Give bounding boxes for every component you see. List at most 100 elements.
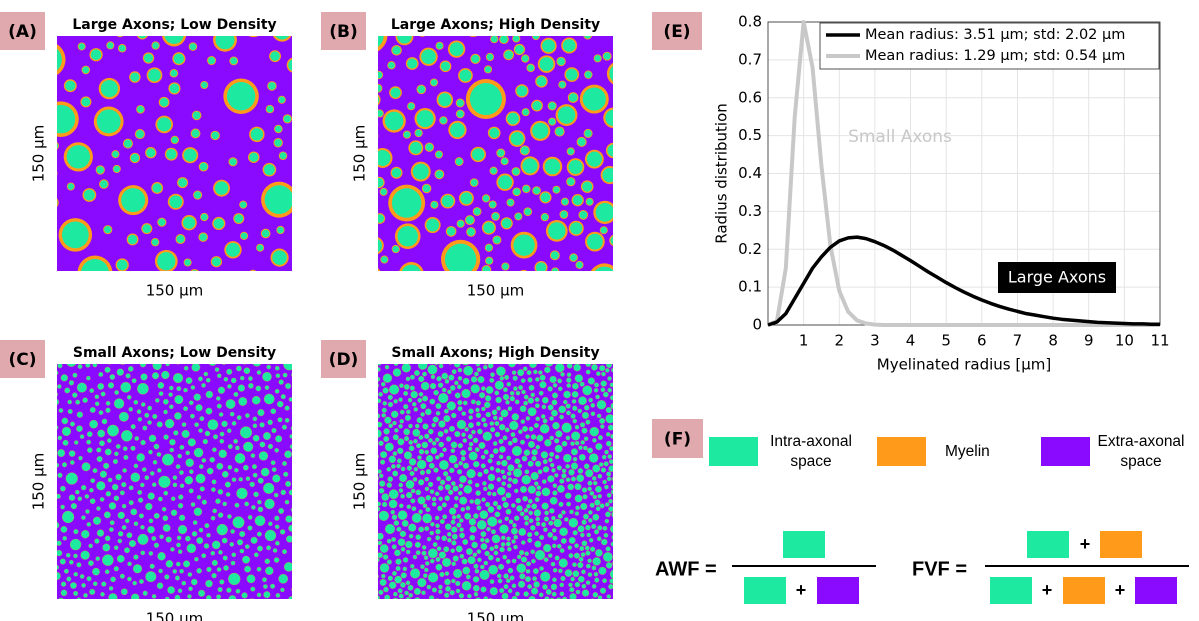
axon [414, 370, 420, 376]
axon [104, 569, 110, 575]
axon [553, 186, 560, 193]
axon [506, 536, 511, 541]
axon [214, 181, 229, 195]
axon [376, 605, 381, 610]
axon [277, 226, 284, 234]
axon [425, 455, 434, 463]
axon [379, 480, 386, 487]
axon [583, 436, 589, 441]
axon [57, 425, 59, 430]
y-tick-label: 0 [752, 316, 762, 334]
axon [587, 486, 592, 492]
axon [534, 497, 540, 502]
axon [373, 445, 377, 449]
axon [59, 558, 66, 565]
axon [474, 568, 480, 574]
axon [481, 497, 486, 502]
axon [613, 546, 617, 550]
axon [387, 401, 394, 408]
axon [257, 409, 265, 417]
axon [288, 524, 292, 532]
axon [266, 364, 271, 370]
axon [117, 531, 124, 537]
axon [216, 567, 222, 572]
axon [539, 534, 545, 540]
axon [489, 587, 498, 596]
axon [378, 510, 389, 521]
axon [405, 549, 411, 555]
axon [300, 503, 304, 507]
axon [604, 484, 609, 490]
axon [446, 436, 452, 442]
axon [486, 53, 494, 61]
axon [76, 425, 83, 432]
axon [618, 220, 625, 227]
axon [533, 581, 540, 588]
axon [90, 49, 102, 60]
axon [534, 549, 546, 561]
axon [408, 533, 414, 539]
axon [498, 563, 505, 570]
axon [600, 467, 606, 473]
axon [217, 512, 224, 518]
axon [170, 69, 178, 77]
axon [591, 565, 597, 571]
axon [586, 151, 602, 167]
axon [57, 571, 61, 581]
axon [459, 554, 465, 559]
axon [594, 266, 613, 271]
axon [578, 556, 584, 562]
axon [523, 366, 528, 371]
axon [441, 195, 454, 208]
axon [408, 445, 415, 452]
axon [228, 572, 241, 586]
legend-label: Extra-axonal [1097, 433, 1184, 450]
axon [507, 406, 513, 411]
axon [174, 412, 182, 420]
axon [392, 570, 397, 576]
axon [263, 393, 275, 405]
axon [577, 137, 586, 146]
axon [294, 578, 300, 584]
axon [516, 85, 528, 97]
axon [148, 449, 153, 455]
axon [598, 435, 603, 440]
axon [567, 545, 572, 550]
y-axis-label: 150 μm [30, 125, 48, 183]
axon [221, 537, 228, 544]
axon [45, 528, 49, 532]
axon [512, 523, 517, 528]
axon [515, 498, 521, 504]
axon [57, 549, 63, 557]
axon [231, 377, 237, 384]
axon [133, 400, 139, 405]
axon [136, 607, 140, 611]
axon [511, 413, 519, 421]
x-tick-label: 6 [977, 332, 987, 350]
axon [467, 434, 473, 440]
axon [270, 601, 274, 605]
axon [137, 533, 149, 545]
axon [549, 435, 554, 441]
axon [45, 512, 50, 517]
axon [608, 506, 613, 512]
axon [600, 380, 607, 387]
axon [581, 584, 587, 589]
axon [232, 516, 245, 529]
axon [594, 382, 599, 388]
axon [96, 529, 105, 537]
axon [426, 584, 431, 590]
axon [373, 499, 377, 503]
y-axis-label: 150 μm [351, 125, 369, 183]
axon [156, 603, 160, 607]
myelin [57, 171, 58, 176]
axon [483, 486, 488, 492]
axon [475, 407, 480, 413]
axon [378, 214, 385, 223]
axon [510, 527, 518, 535]
axon [175, 464, 181, 469]
axon [250, 586, 256, 592]
axon [560, 372, 565, 377]
axon [368, 370, 374, 376]
axon [461, 581, 472, 591]
